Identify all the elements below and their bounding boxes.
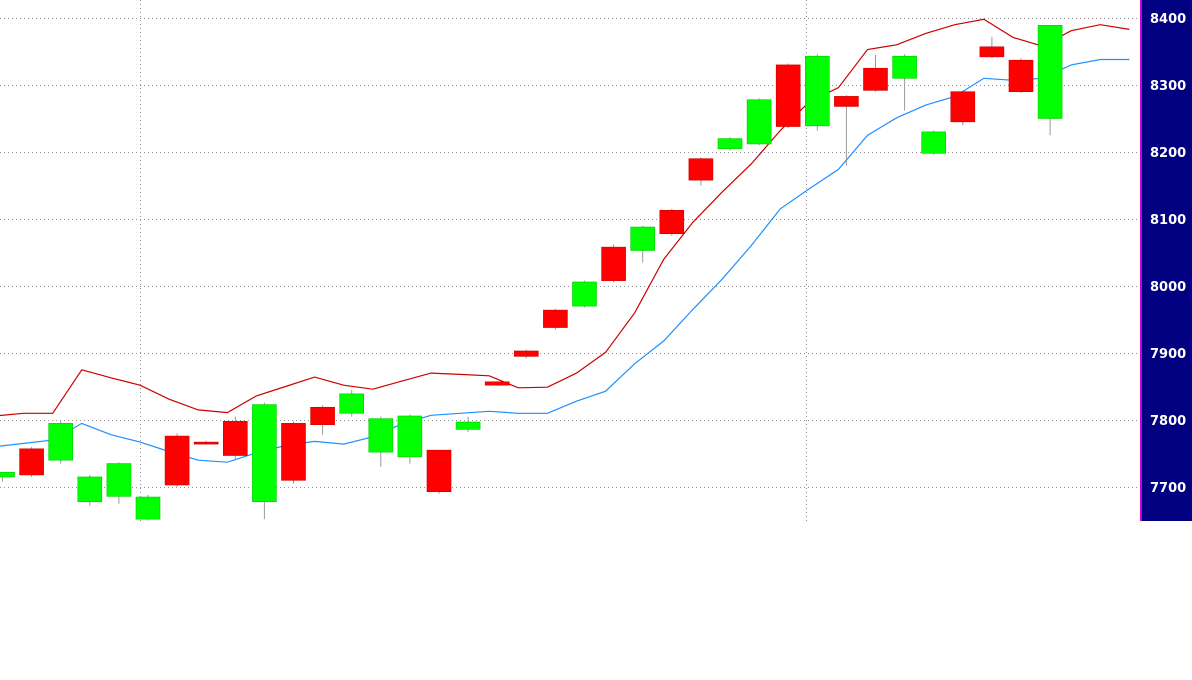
grid-layer (0, 0, 1140, 521)
y-tick-label: 7800 (1150, 414, 1186, 429)
candle (252, 402, 277, 520)
candle (746, 98, 772, 146)
y-axis-panel (1140, 0, 1192, 521)
candle-body-up (48, 423, 74, 461)
candle-body-up (339, 393, 365, 414)
candle (368, 416, 394, 467)
candle (339, 389, 365, 417)
candle (223, 416, 248, 461)
candle-body-down (310, 406, 335, 425)
candle (601, 244, 626, 283)
candle-body-down (950, 91, 976, 123)
candle-body-down (775, 64, 801, 127)
candle-body-up (368, 418, 394, 453)
plot-background (0, 0, 1140, 521)
candle (688, 157, 714, 186)
candle-body-up (746, 99, 772, 145)
candle (1008, 58, 1034, 94)
candle (921, 130, 947, 155)
candle (484, 381, 510, 386)
y-tick-label: 7900 (1150, 347, 1186, 362)
candle (281, 421, 306, 484)
candle (892, 54, 917, 111)
candle-body-down (484, 381, 510, 386)
candle-body-down (193, 441, 219, 445)
candle-body-down (281, 423, 306, 481)
candle-body-up (77, 476, 103, 503)
candle-body-up (252, 404, 277, 503)
candle-body-down (863, 67, 888, 91)
candle-body-down (223, 421, 248, 456)
candle-body-down (164, 435, 190, 486)
candle-body-down (834, 96, 859, 107)
candle (513, 349, 539, 359)
candle (979, 36, 1005, 59)
candle (834, 95, 859, 166)
candle-body-up (455, 421, 481, 430)
candles (0, 25, 1063, 521)
candle-body-down (543, 309, 568, 328)
candle (106, 462, 132, 504)
candle-body-down (688, 158, 714, 181)
candle-body-down (19, 448, 44, 476)
candle (863, 54, 888, 92)
candle (950, 90, 976, 126)
y-axis-ticks: 7700 7800 7900 8000 8100 8200 8300 8400 (1150, 12, 1186, 496)
candle (804, 54, 830, 131)
candle (717, 137, 743, 151)
candle (19, 446, 44, 477)
candle (1037, 25, 1063, 136)
candle-body-up (921, 131, 947, 154)
candle (775, 63, 801, 128)
candle (310, 405, 335, 435)
y-tick-label: 8400 (1150, 12, 1186, 27)
y-tick-label: 8200 (1150, 146, 1186, 161)
candle-body-down (1008, 59, 1034, 92)
candle-body-up (804, 55, 830, 127)
candle-body-up (717, 138, 743, 149)
candle-body-up (1037, 25, 1063, 119)
candle-body-up (892, 55, 917, 79)
candle (397, 414, 423, 464)
candle-body-up (630, 226, 656, 251)
y-tick-label: 8100 (1150, 213, 1186, 228)
candle (193, 440, 219, 445)
candle (77, 474, 103, 506)
candle (48, 420, 74, 464)
candle-body-up (397, 415, 423, 458)
candle-body-down (979, 46, 1005, 58)
candle-body-down (601, 246, 626, 281)
candle (572, 280, 597, 308)
y-tick-label: 8300 (1150, 79, 1186, 94)
candle (135, 495, 161, 521)
candle (164, 433, 190, 487)
candle-body-down (513, 350, 539, 357)
candle-body-down (659, 209, 685, 235)
candle (426, 449, 452, 494)
candle-body-down (426, 449, 452, 492)
candle-body-up (135, 496, 161, 520)
candle-body-up (0, 471, 15, 478)
candle (0, 471, 15, 482)
y-tick-label: 7700 (1150, 481, 1186, 496)
candle (455, 416, 481, 433)
candle-body-up (572, 281, 597, 307)
candle (543, 308, 568, 330)
candle (659, 208, 685, 236)
upper-band-line (0, 18, 1130, 417)
candle (630, 225, 656, 263)
y-tick-label: 8000 (1150, 280, 1186, 295)
candle-body-up (106, 463, 132, 497)
